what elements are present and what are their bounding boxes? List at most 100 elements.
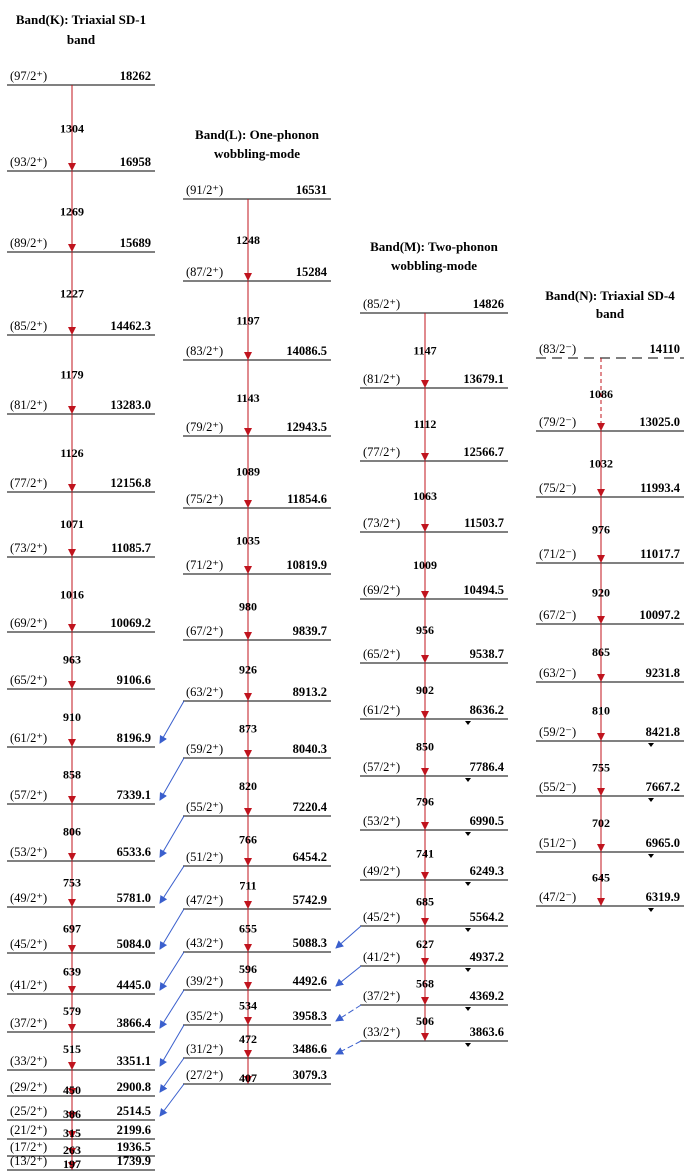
band-n-level-energy: 11017.7 (640, 547, 680, 561)
band-k-level-energy: 9106.6 (117, 673, 151, 687)
band-m-level-energy: 4937.2 (470, 950, 504, 964)
band-k-level-energy: 5084.0 (117, 937, 151, 951)
band-l-transition-energy: 926 (239, 663, 257, 677)
band-n-transition-energy: 1086 (589, 387, 613, 401)
band-k-level-spin: (69/2⁺) (10, 616, 47, 630)
band-l-transition-energy: 711 (239, 879, 256, 893)
linking-transition-arrow (335, 925, 362, 949)
band-k-level-spin: (25/2⁺) (10, 1104, 47, 1118)
band-m-level-energy: 11503.7 (464, 516, 504, 530)
band-k-level-spin: (61/2⁺) (10, 731, 47, 745)
band-n-level-spin: (79/2⁻) (539, 415, 576, 429)
band-k-level-energy: 18262 (120, 69, 151, 83)
band-l-level-spin: (47/2⁺) (186, 893, 223, 907)
band-k-level-energy: 16958 (120, 155, 151, 169)
band-l-level-spin: (75/2⁺) (186, 492, 223, 506)
band-k-level-spin: (41/2⁺) (10, 978, 47, 992)
band-l-transition-energy: 980 (239, 599, 257, 613)
band-l-level-energy: 8040.3 (293, 742, 327, 756)
band-k-transition-energy: 753 (63, 875, 81, 889)
band-n-level-spin: (51/2⁻) (539, 836, 576, 850)
band-k-level-energy: 7339.1 (117, 788, 151, 802)
band-k-level-energy: 8196.9 (117, 731, 151, 745)
band-k-level-spin: (97/2⁺) (10, 69, 47, 83)
band-m-transition-energy: 506 (416, 1014, 434, 1028)
band-k-transition-energy: 315 (63, 1126, 81, 1140)
band-l-level-spin: (35/2⁺) (186, 1009, 223, 1023)
band-l-level-spin: (67/2⁺) (186, 624, 223, 638)
band-k-level-energy: 11085.7 (111, 541, 151, 555)
band-l-level-energy: 11854.6 (287, 492, 327, 506)
band-m-level-spin: (49/2⁺) (363, 864, 400, 878)
band-l-transition-energy: 1197 (236, 313, 259, 327)
band-m-transition-energy: 1112 (414, 417, 437, 431)
band-l-level-energy: 14086.5 (286, 344, 327, 358)
band-k-level-spin: (21/2⁺) (10, 1123, 47, 1137)
band-n-decay-marker (648, 854, 654, 858)
band-n-title-line: Band(N): Triaxial SD-4 (545, 288, 675, 303)
band-l-level-spin: (39/2⁺) (186, 974, 223, 988)
band-m-level-energy: 14826 (473, 297, 504, 311)
band-l-transition-energy: 407 (239, 1071, 257, 1085)
band-n-level-energy: 14110 (649, 342, 680, 356)
band-m-level-energy: 13679.1 (463, 372, 504, 386)
band-k-level-spin: (29/2⁺) (10, 1080, 47, 1094)
band-l-level-energy: 10819.9 (286, 558, 327, 572)
band-l-level-spin: (71/2⁺) (186, 558, 223, 572)
band-k-level-energy: 14462.3 (110, 319, 151, 333)
band-m-decay-marker (465, 928, 471, 932)
band-m-transition-energy: 1063 (413, 489, 437, 503)
band-m-decay-marker (465, 1043, 471, 1047)
band-n-transition-energy: 702 (592, 816, 610, 830)
band-m-level-spin: (61/2⁺) (363, 703, 400, 717)
band-l-transition-energy: 655 (239, 922, 257, 936)
band-m-level-spin: (69/2⁺) (363, 583, 400, 597)
band-n-level-energy: 13025.0 (639, 415, 680, 429)
band-n-transition-energy: 810 (592, 703, 610, 717)
band-l-level-spin: (51/2⁺) (186, 850, 223, 864)
band-l-transition-energy: 766 (239, 833, 257, 847)
band-m-level-spin: (57/2⁺) (363, 760, 400, 774)
band-l-level-spin: (63/2⁺) (186, 685, 223, 699)
linking-transition-arrow (159, 1057, 185, 1093)
band-k-transition-energy: 1179 (60, 367, 83, 381)
band-l-transition-energy: 534 (239, 998, 257, 1012)
band-l-level-spin: (87/2⁺) (186, 265, 223, 279)
band-l-level-spin: (91/2⁺) (186, 183, 223, 197)
linking-transition-arrow (159, 989, 185, 1029)
band-k-transition-energy: 579 (63, 1004, 81, 1018)
band-k-level-energy: 6533.6 (117, 845, 151, 859)
band-m-level-energy: 9538.7 (470, 647, 504, 661)
band-l-transition-energy: 820 (239, 779, 257, 793)
band-m-decay-marker (465, 1007, 471, 1011)
band-m-level-energy: 12566.7 (463, 445, 504, 459)
band-k-transition-energy: 386 (63, 1107, 81, 1121)
band-m-level-energy: 6990.5 (470, 814, 504, 828)
band-m-decay-marker (465, 721, 471, 725)
band-l-title-line: Band(L): One-phonon (195, 127, 320, 142)
band-l-level-energy: 3958.3 (293, 1009, 327, 1023)
band-m-transition-energy: 850 (416, 739, 434, 753)
band-m-level-spin: (81/2⁺) (363, 372, 400, 386)
band-l-transition-energy: 1248 (236, 233, 260, 247)
band-m-level-spin: (45/2⁺) (363, 910, 400, 924)
band-l-level-energy: 7220.4 (293, 800, 328, 814)
band-m-level-energy: 5564.2 (470, 910, 504, 924)
band-m-transition-energy: 1147 (413, 343, 436, 357)
band-l-level-energy: 3079.3 (293, 1068, 327, 1082)
band-n-level-spin: (63/2⁻) (539, 666, 576, 680)
band-l-level-spin: (31/2⁺) (186, 1042, 223, 1056)
band-k-level-spin: (89/2⁺) (10, 236, 47, 250)
band-n-transition-energy: 645 (592, 871, 610, 885)
band-k-title-line: band (67, 32, 96, 47)
band-l-transition-energy: 1035 (236, 533, 260, 547)
band-n-level-spin: (71/2⁻) (539, 547, 576, 561)
band-m-level-spin: (77/2⁺) (363, 445, 400, 459)
band-k-transition-energy: 910 (63, 710, 81, 724)
band-n-level-spin: (83/2⁻) (539, 342, 576, 356)
band-n-decay-marker (648, 743, 654, 747)
band-k-level-energy: 2199.6 (117, 1123, 151, 1137)
band-m-level-spin: (37/2⁺) (363, 989, 400, 1003)
band-n-transition-energy: 1032 (589, 456, 613, 470)
